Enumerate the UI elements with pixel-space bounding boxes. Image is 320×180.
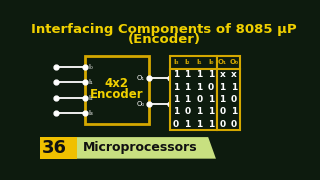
Text: 1: 1 — [196, 83, 202, 92]
Text: 1: 1 — [196, 107, 202, 116]
Text: 1: 1 — [185, 70, 191, 79]
Text: 1: 1 — [196, 70, 202, 79]
Text: 1: 1 — [196, 120, 202, 129]
Text: (Encoder): (Encoder) — [127, 33, 201, 46]
Bar — [217, 56, 240, 130]
Text: 1: 1 — [173, 107, 179, 116]
Text: I₃: I₃ — [89, 110, 93, 116]
Text: 1: 1 — [208, 107, 214, 116]
Text: 0: 0 — [196, 95, 202, 104]
Text: I₂: I₂ — [185, 59, 190, 65]
Text: 1: 1 — [231, 83, 237, 92]
Text: 1: 1 — [231, 107, 237, 116]
Text: 1: 1 — [185, 95, 191, 104]
Text: 0: 0 — [220, 107, 226, 116]
Text: Microprocessors: Microprocessors — [83, 141, 198, 154]
Text: x: x — [231, 70, 237, 79]
Text: x: x — [220, 70, 225, 79]
Text: O₁: O₁ — [137, 75, 145, 81]
Text: 1: 1 — [220, 83, 226, 92]
Text: 0: 0 — [173, 120, 179, 129]
Polygon shape — [69, 137, 216, 159]
Text: O₀: O₀ — [229, 59, 239, 65]
Text: 1: 1 — [208, 70, 214, 79]
Bar — [85, 56, 148, 124]
Bar — [40, 137, 69, 159]
Text: I₃: I₃ — [173, 59, 179, 65]
Text: I₀: I₀ — [89, 64, 93, 70]
Text: 1: 1 — [208, 95, 214, 104]
Text: 1: 1 — [208, 120, 214, 129]
Text: I₀: I₀ — [208, 59, 214, 65]
Text: 0: 0 — [231, 120, 237, 129]
Polygon shape — [69, 137, 77, 159]
Text: 0: 0 — [185, 107, 191, 116]
Text: 1: 1 — [220, 95, 226, 104]
Text: 0: 0 — [208, 83, 214, 92]
Text: I₂: I₂ — [89, 95, 94, 101]
Text: 36: 36 — [42, 139, 67, 157]
Text: 1: 1 — [173, 70, 179, 79]
Text: Encoder: Encoder — [90, 88, 144, 101]
Text: O₁: O₁ — [218, 59, 227, 65]
Bar — [170, 56, 217, 130]
Text: I₁: I₁ — [196, 59, 202, 65]
Text: 1: 1 — [185, 120, 191, 129]
Text: I₁: I₁ — [89, 79, 93, 85]
Text: 0: 0 — [220, 120, 226, 129]
Text: 1: 1 — [185, 83, 191, 92]
Text: O₀: O₀ — [137, 101, 145, 107]
Text: 1: 1 — [173, 83, 179, 92]
Text: 4x2: 4x2 — [105, 77, 129, 91]
Text: 1: 1 — [173, 95, 179, 104]
Text: 0: 0 — [231, 95, 237, 104]
Text: Interfacing Components of 8085 μP: Interfacing Components of 8085 μP — [31, 23, 297, 36]
